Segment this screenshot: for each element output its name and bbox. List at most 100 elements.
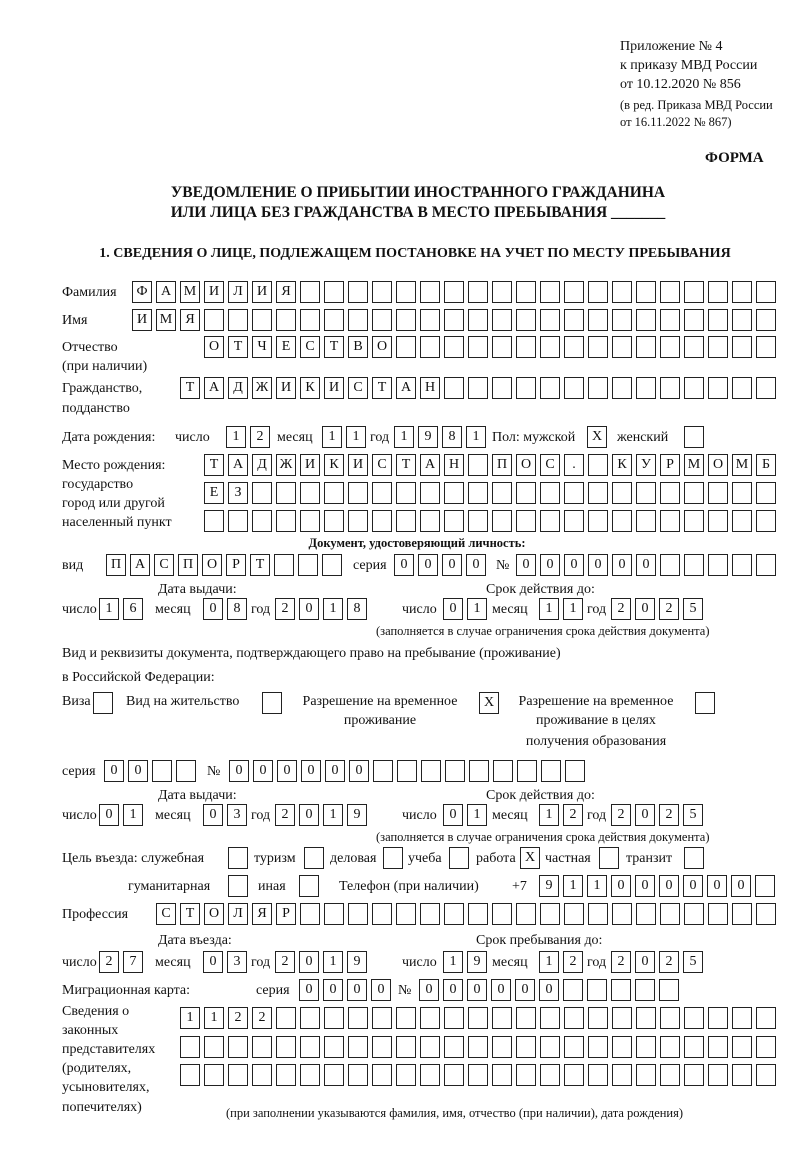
- char-cell[interactable]: [756, 1007, 776, 1029]
- char-cell[interactable]: 1: [587, 875, 607, 897]
- char-cell[interactable]: 5: [683, 804, 703, 826]
- char-cell[interactable]: [564, 903, 584, 925]
- char-cell[interactable]: 1: [394, 426, 414, 448]
- char-cell[interactable]: 0: [612, 554, 632, 576]
- char-cell[interactable]: [492, 309, 512, 331]
- char-cell[interactable]: [276, 1007, 296, 1029]
- char-cell[interactable]: [708, 309, 728, 331]
- char-cell[interactable]: 0: [394, 554, 414, 576]
- char-cell[interactable]: 5: [683, 951, 703, 973]
- char-cell[interactable]: [516, 377, 536, 399]
- char-cell[interactable]: [635, 979, 655, 1001]
- char-cell[interactable]: 0: [371, 979, 391, 1001]
- char-cell[interactable]: 0: [299, 598, 319, 620]
- char-cell[interactable]: А: [204, 377, 224, 399]
- char-cell[interactable]: 0: [467, 979, 487, 1001]
- char-cell[interactable]: [204, 510, 224, 532]
- char-cell[interactable]: [684, 309, 704, 331]
- char-cell[interactable]: [324, 1007, 344, 1029]
- char-cell[interactable]: 0: [515, 979, 535, 1001]
- char-cell[interactable]: 2: [611, 804, 631, 826]
- char-cell[interactable]: [756, 1064, 776, 1086]
- char-cell[interactable]: 1: [180, 1007, 200, 1029]
- char-cell[interactable]: Я: [252, 903, 272, 925]
- char-cell[interactable]: [684, 377, 704, 399]
- char-cell[interactable]: [204, 309, 224, 331]
- char-cell[interactable]: [708, 281, 728, 303]
- char-cell[interactable]: [660, 336, 680, 358]
- char-cell[interactable]: [492, 482, 512, 504]
- char-cell[interactable]: 0: [588, 554, 608, 576]
- char-cell[interactable]: Я: [276, 281, 296, 303]
- char-cell[interactable]: [684, 336, 704, 358]
- char-cell[interactable]: [468, 903, 488, 925]
- char-cell[interactable]: 9: [467, 951, 487, 973]
- char-cell[interactable]: [708, 554, 728, 576]
- char-cell[interactable]: [732, 309, 752, 331]
- char-cell[interactable]: 0: [635, 804, 655, 826]
- char-cell[interactable]: [516, 1007, 536, 1029]
- char-cell[interactable]: С: [372, 454, 392, 476]
- char-cell[interactable]: [492, 1036, 512, 1058]
- char-cell[interactable]: 2: [659, 951, 679, 973]
- char-cell[interactable]: 1: [99, 598, 119, 620]
- char-cell[interactable]: С: [300, 336, 320, 358]
- char-cell[interactable]: 0: [516, 554, 536, 576]
- char-cell[interactable]: [300, 281, 320, 303]
- char-cell[interactable]: 0: [419, 979, 439, 1001]
- char-cell[interactable]: [300, 903, 320, 925]
- char-cell[interactable]: [660, 377, 680, 399]
- char-cell[interactable]: [659, 979, 679, 1001]
- char-cell[interactable]: 0: [299, 979, 319, 1001]
- char-cell[interactable]: [563, 979, 583, 1001]
- char-cell[interactable]: 9: [347, 951, 367, 973]
- char-cell[interactable]: И: [132, 309, 152, 331]
- char-cell[interactable]: 1: [443, 951, 463, 973]
- char-cell[interactable]: [636, 1036, 656, 1058]
- char-cell[interactable]: 2: [250, 426, 270, 448]
- char-cell[interactable]: [732, 1064, 752, 1086]
- char-cell[interactable]: [732, 903, 752, 925]
- checkbox-cell[interactable]: [684, 847, 704, 869]
- char-cell[interactable]: [588, 510, 608, 532]
- char-cell[interactable]: [300, 510, 320, 532]
- char-cell[interactable]: Т: [228, 336, 248, 358]
- char-cell[interactable]: [396, 903, 416, 925]
- char-cell[interactable]: О: [204, 336, 224, 358]
- char-cell[interactable]: 0: [229, 760, 249, 782]
- char-cell[interactable]: 0: [277, 760, 297, 782]
- char-cell[interactable]: М: [156, 309, 176, 331]
- char-cell[interactable]: 0: [635, 598, 655, 620]
- char-cell[interactable]: А: [228, 454, 248, 476]
- char-cell[interactable]: [228, 510, 248, 532]
- char-cell[interactable]: [636, 309, 656, 331]
- char-cell[interactable]: [322, 554, 342, 576]
- char-cell[interactable]: 0: [635, 875, 655, 897]
- char-cell[interactable]: [348, 1064, 368, 1086]
- char-cell[interactable]: [540, 377, 560, 399]
- char-cell[interactable]: [444, 1007, 464, 1029]
- char-cell[interactable]: 9: [418, 426, 438, 448]
- char-cell[interactable]: [276, 510, 296, 532]
- checkbox-cell[interactable]: [262, 692, 282, 714]
- char-cell[interactable]: [396, 482, 416, 504]
- char-cell[interactable]: 0: [203, 951, 223, 973]
- char-cell[interactable]: [517, 760, 537, 782]
- char-cell[interactable]: 2: [275, 951, 295, 973]
- char-cell[interactable]: 1: [204, 1007, 224, 1029]
- char-cell[interactable]: О: [516, 454, 536, 476]
- char-cell[interactable]: .: [564, 454, 584, 476]
- char-cell[interactable]: [732, 554, 752, 576]
- char-cell[interactable]: [444, 377, 464, 399]
- char-cell[interactable]: 0: [203, 598, 223, 620]
- char-cell[interactable]: 0: [418, 554, 438, 576]
- char-cell[interactable]: [396, 1036, 416, 1058]
- char-cell[interactable]: Я: [180, 309, 200, 331]
- char-cell[interactable]: 0: [442, 554, 462, 576]
- char-cell[interactable]: О: [202, 554, 222, 576]
- char-cell[interactable]: 1: [323, 951, 343, 973]
- char-cell[interactable]: 0: [683, 875, 703, 897]
- char-cell[interactable]: [420, 1007, 440, 1029]
- char-cell[interactable]: 0: [301, 760, 321, 782]
- char-cell[interactable]: М: [180, 281, 200, 303]
